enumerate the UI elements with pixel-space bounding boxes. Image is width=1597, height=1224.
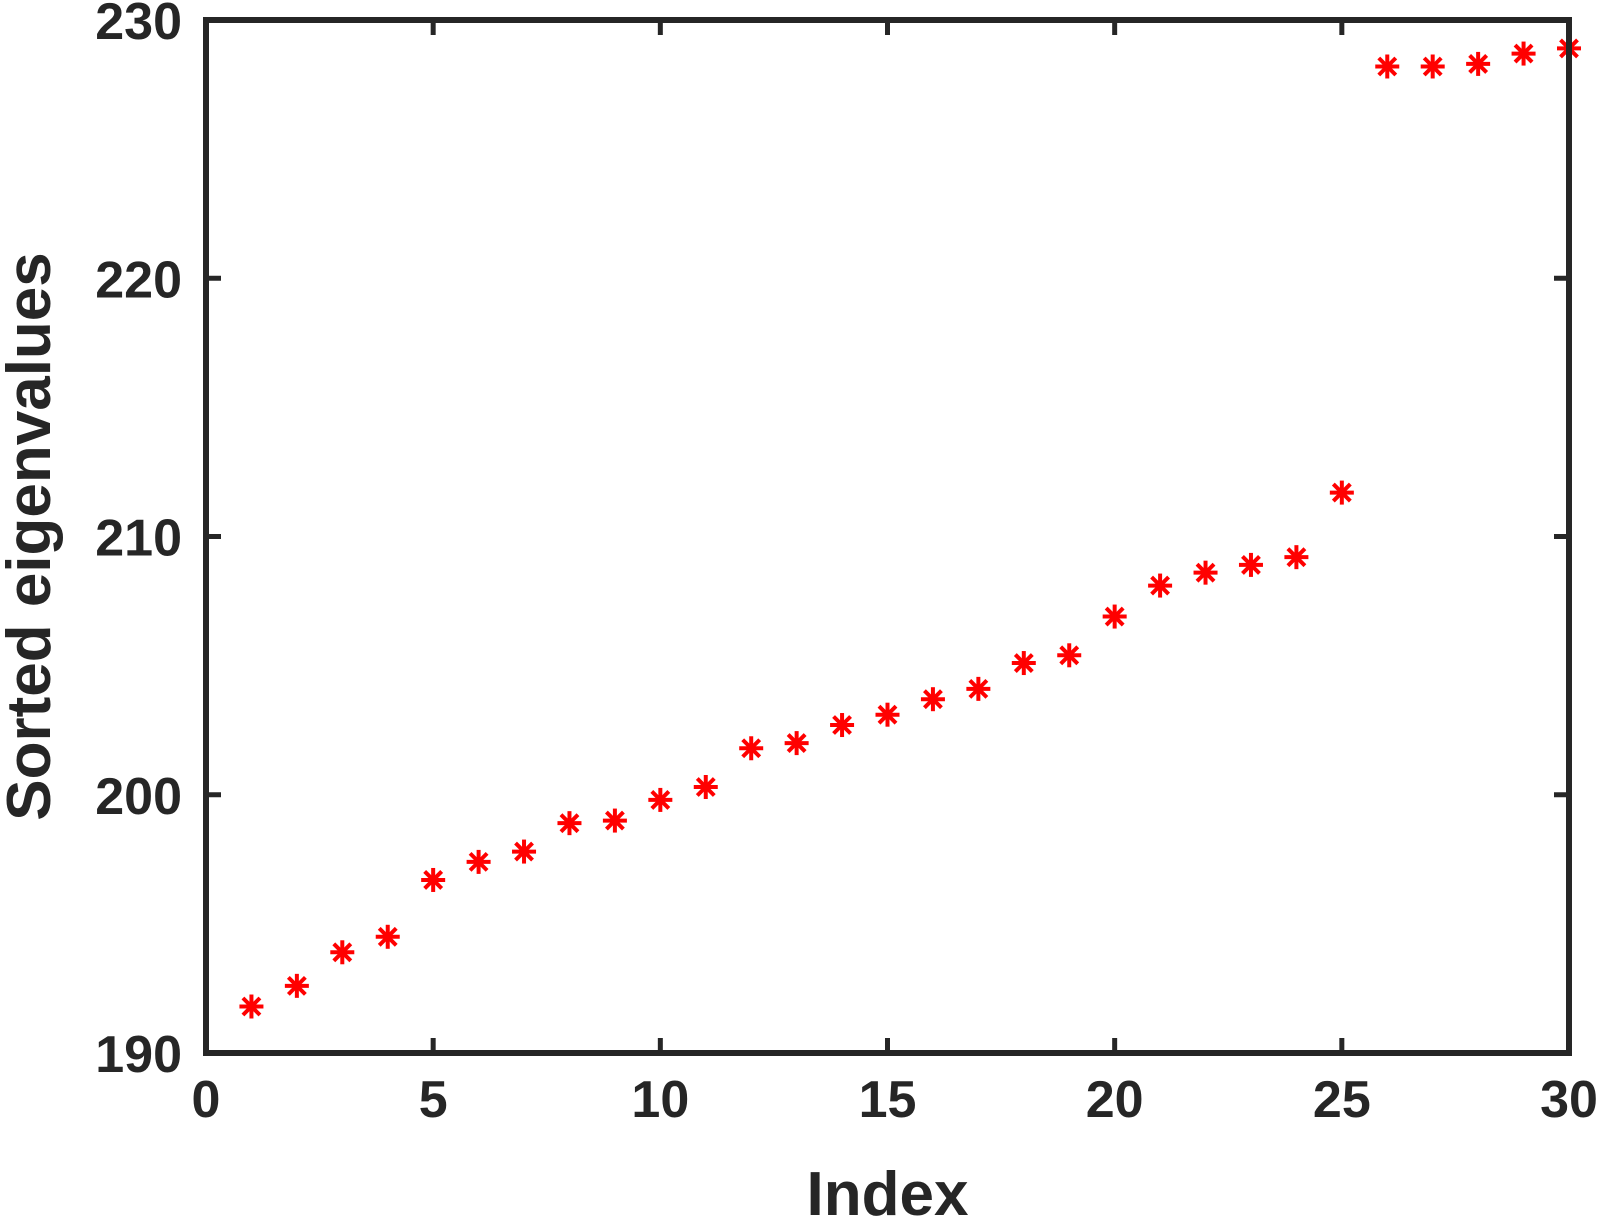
data-point-marker xyxy=(784,731,809,756)
data-point-marker xyxy=(239,994,264,1019)
x-tick-label: 30 xyxy=(1540,1071,1597,1129)
data-point-marker xyxy=(920,687,945,712)
plot-background xyxy=(206,20,1569,1053)
data-point-marker xyxy=(330,940,355,965)
data-point-marker xyxy=(557,811,582,836)
y-axis-label: Sorted eigenvalues xyxy=(0,252,64,821)
x-tick-label: 20 xyxy=(1086,1071,1144,1129)
x-tick-label: 15 xyxy=(859,1071,917,1129)
data-point-marker xyxy=(1102,604,1127,629)
x-tick-label: 10 xyxy=(631,1071,689,1129)
data-point-marker xyxy=(1511,41,1536,66)
y-tick-label: 200 xyxy=(95,768,182,826)
x-tick-labels: 0 5 10 15 20 25 30 xyxy=(192,1071,1597,1129)
data-point-marker xyxy=(648,787,673,812)
y-tick-label: 230 xyxy=(95,0,182,51)
data-point-marker xyxy=(1284,545,1309,570)
y-tick-label: 190 xyxy=(95,1026,182,1084)
y-tick-label: 210 xyxy=(95,510,182,568)
data-point-marker xyxy=(739,736,764,761)
x-tick-label: 0 xyxy=(192,1071,221,1129)
data-point-marker xyxy=(830,713,855,738)
x-tick-label: 25 xyxy=(1313,1071,1371,1129)
data-point-marker xyxy=(1057,643,1082,668)
data-point-marker xyxy=(375,924,400,949)
data-point-marker xyxy=(1329,480,1354,505)
data-point-marker xyxy=(512,839,537,864)
plot-frame xyxy=(203,17,1572,1056)
data-point-marker xyxy=(875,702,900,727)
data-point-marker xyxy=(1011,651,1036,676)
x-tick-label: 5 xyxy=(419,1071,448,1129)
data-point-marker xyxy=(284,973,309,998)
data-point-marker xyxy=(1148,573,1173,598)
y-tick-label: 220 xyxy=(95,251,182,309)
data-point-marker xyxy=(421,867,446,892)
data-point-marker xyxy=(1420,54,1445,79)
data-point-marker xyxy=(1375,54,1400,79)
data-point-marker xyxy=(966,676,991,701)
data-point-marker xyxy=(602,808,627,833)
data-point-marker xyxy=(693,775,718,800)
y-tick-labels: 190 200 210 220 230 xyxy=(95,0,182,1084)
data-point-marker xyxy=(1466,51,1491,76)
data-point-marker xyxy=(1238,552,1263,577)
data-point-marker xyxy=(1193,560,1218,585)
data-point-marker xyxy=(466,849,491,874)
x-axis-label: Index xyxy=(807,1160,969,1224)
